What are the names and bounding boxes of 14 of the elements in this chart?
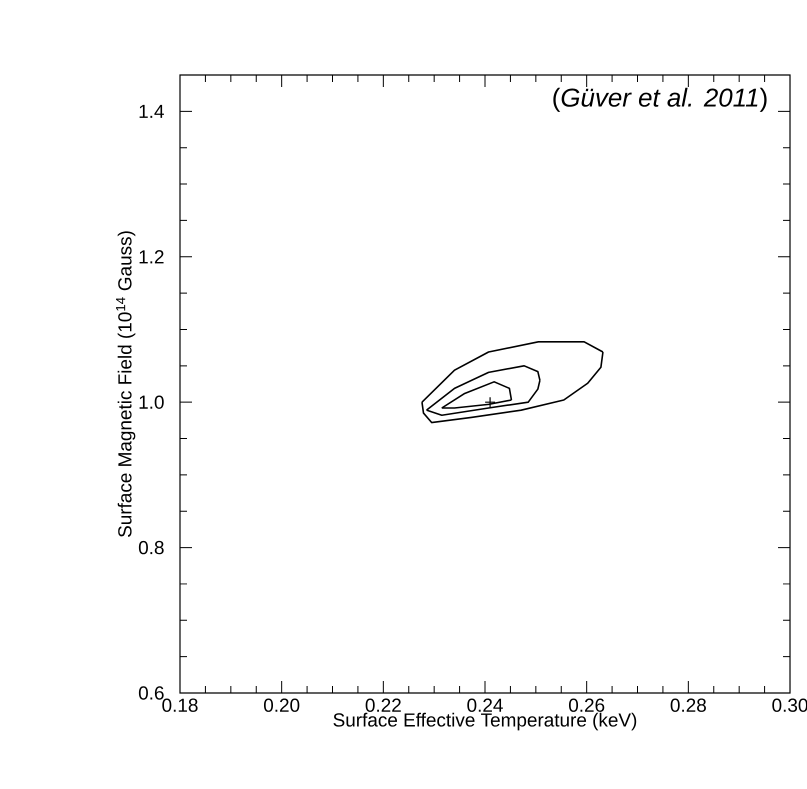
x-tick-label: 0.22: [366, 698, 401, 712]
x-tick-label: 0.28: [670, 698, 706, 712]
y-axis-title: Surface Magnetic Field (10$^{14}$ Gauss): [116, 231, 136, 537]
x-tick-label: 0.20: [264, 698, 300, 712]
x-tick-label: 0.24: [467, 698, 503, 712]
y-tick-label: 0.8: [138, 540, 164, 554]
x-axis-title: Surface Effective Temperature (keV): [333, 712, 636, 730]
y-tick-label: 1.2: [140, 250, 164, 264]
x-tick-label: 0.18: [162, 698, 198, 712]
annotation: (Güver et al. 2011): [553, 88, 767, 112]
y-tick-label: 0.6: [138, 686, 164, 700]
y-tick-label: 1.0: [140, 395, 164, 409]
x-tick-label: 0.26: [568, 698, 604, 712]
y-tick-label: 1.4: [140, 104, 164, 118]
